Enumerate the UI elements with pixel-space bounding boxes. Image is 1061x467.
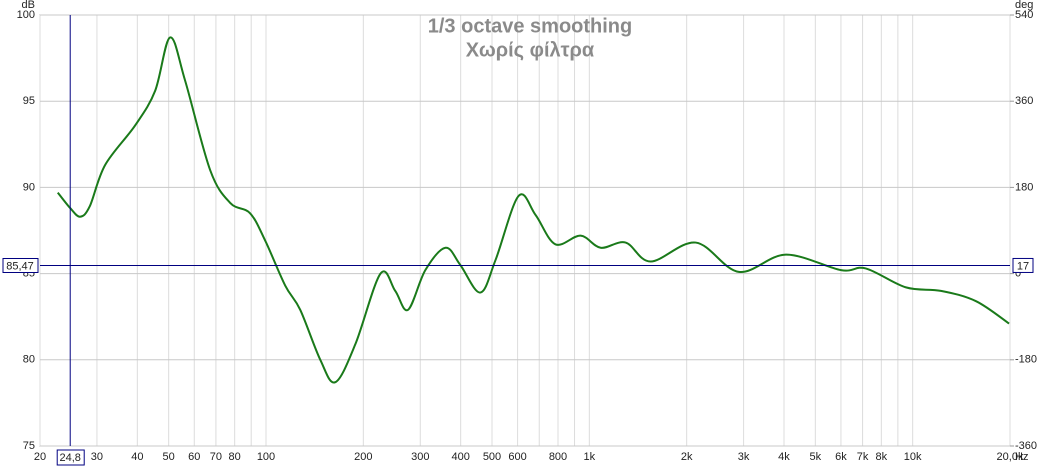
cursor-x-box	[56, 449, 85, 466]
x-tick-label: 50	[163, 451, 175, 463]
x-tick-label: 6k	[835, 451, 847, 463]
x-tick-label: 20	[34, 451, 46, 463]
cursor-y2-box	[1012, 257, 1034, 273]
x-tick-label: 2k	[681, 451, 693, 463]
x-tick-label: 200	[354, 451, 372, 463]
x-tick-label: 600	[508, 451, 526, 463]
x-tick-label: 20,0k	[997, 451, 1024, 463]
y2-tick-label: 540	[1015, 9, 1033, 21]
y2-tick-label: 360	[1015, 95, 1033, 107]
x-tick-label: 7k	[857, 451, 869, 463]
x-tick-label: 3k	[738, 451, 750, 463]
y-tick-label: 95	[23, 95, 35, 107]
chart-title: 1/3 octave smoothing	[428, 15, 633, 37]
cursor-y2-label: 17	[1017, 260, 1029, 272]
x-tick-label: 400	[451, 451, 469, 463]
x-tick-label: 1k	[584, 451, 596, 463]
y2-tick-label: -180	[1015, 354, 1037, 366]
x-tick-label: 8k	[876, 451, 888, 463]
y2-axis-label: deg	[1015, 0, 1033, 11]
x-tick-label: 30	[91, 451, 103, 463]
x-tick-label: 300	[411, 451, 429, 463]
x-tick-label: 80	[229, 451, 241, 463]
cursor-x-label: 24,8	[59, 452, 80, 464]
x-tick-label: 70	[210, 451, 222, 463]
y-tick-label: 100	[17, 9, 35, 21]
y-tick-label: 90	[23, 181, 35, 193]
x-tick-label: 40	[131, 451, 143, 463]
y-axis-label: dB	[22, 0, 35, 11]
x-tick-label: 500	[483, 451, 501, 463]
y-tick-label: 75	[23, 440, 35, 452]
x-tick-label: 10k	[904, 451, 922, 463]
plot-area	[39, 14, 1011, 447]
y2-tick-label: -360	[1015, 440, 1037, 452]
x-tick-label: 100	[257, 451, 275, 463]
x-unit: Hz	[1015, 451, 1028, 463]
cursor-y-label: 85,47	[6, 260, 34, 272]
x-tick-label: 4k	[778, 451, 790, 463]
chart-subtitle: Χωρίς φίλτρα	[466, 39, 595, 61]
series-line	[57, 36, 1010, 384]
x-tick-label: 800	[549, 451, 567, 463]
x-tick-label: 60	[188, 451, 200, 463]
cursor-y-box	[2, 257, 39, 273]
y2-tick-label: 180	[1015, 181, 1033, 193]
y-tick-label: 80	[23, 354, 35, 366]
x-tick-label: 5k	[810, 451, 822, 463]
y2-tick-label: 0	[1015, 268, 1021, 280]
